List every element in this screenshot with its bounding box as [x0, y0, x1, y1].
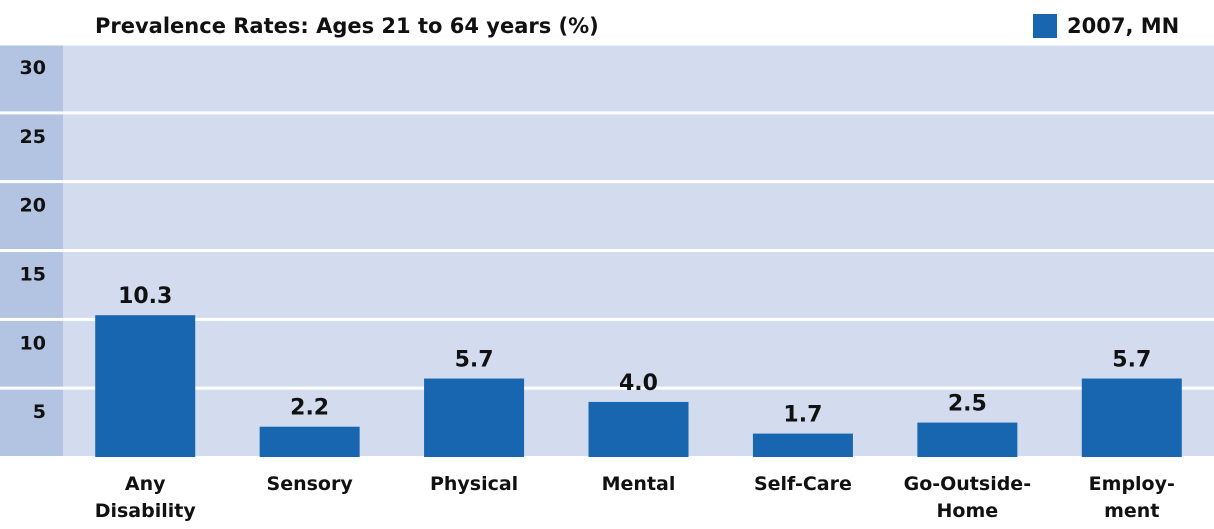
- x-tick-label-line: Any: [125, 473, 166, 495]
- x-tick-label-line: Go-Outside-: [904, 473, 1032, 495]
- y-tick-label: 30: [20, 57, 46, 79]
- x-tick-label: Go-Outside- Home: [904, 473, 1032, 522]
- x-tick-label-line: Employ-: [1089, 473, 1175, 495]
- value-label: 4.0: [619, 371, 658, 396]
- x-tick-label-line: Physical: [430, 473, 518, 495]
- y-tick-label: 20: [20, 195, 46, 217]
- legend-label: 2007, MN: [1067, 14, 1179, 38]
- y-tick-label: 25: [20, 126, 46, 148]
- x-tick-label: Employ-ment: [1089, 473, 1175, 522]
- y-tick-label: 15: [20, 264, 46, 286]
- value-label: 10.3: [118, 284, 172, 309]
- bar: [259, 426, 360, 457]
- value-label: 1.7: [783, 403, 822, 428]
- legend-swatch: [1033, 14, 1057, 38]
- x-tick-label: Self-Care: [754, 473, 852, 495]
- x-tick-label: Any Disability: [95, 473, 197, 522]
- x-tick-label-line: Home: [937, 500, 999, 522]
- x-tick-label-line: Disability: [95, 500, 197, 522]
- value-label: 2.2: [290, 396, 329, 421]
- bar: [424, 378, 525, 457]
- x-tick-label: Sensory: [267, 473, 354, 495]
- bar: [917, 422, 1018, 457]
- y-tick-label: 10: [20, 332, 46, 354]
- x-tick-label-line: Sensory: [267, 473, 354, 495]
- bar: [752, 433, 853, 457]
- x-tick-label-line: Self-Care: [754, 473, 852, 495]
- y-tick-label: 5: [33, 401, 46, 423]
- x-tick-label: Mental: [602, 473, 676, 495]
- bar: [588, 401, 689, 457]
- bar: [1081, 378, 1182, 457]
- value-label: 2.5: [948, 392, 987, 417]
- bar: [95, 315, 196, 457]
- value-label: 5.7: [1112, 348, 1151, 373]
- x-tick-label-line: ment: [1104, 500, 1159, 522]
- value-label: 5.7: [455, 348, 494, 373]
- x-tick-label: Physical: [430, 473, 518, 495]
- x-tick-label-line: Mental: [602, 473, 676, 495]
- chart-title: Prevalence Rates: Ages 21 to 64 years (%…: [95, 14, 599, 38]
